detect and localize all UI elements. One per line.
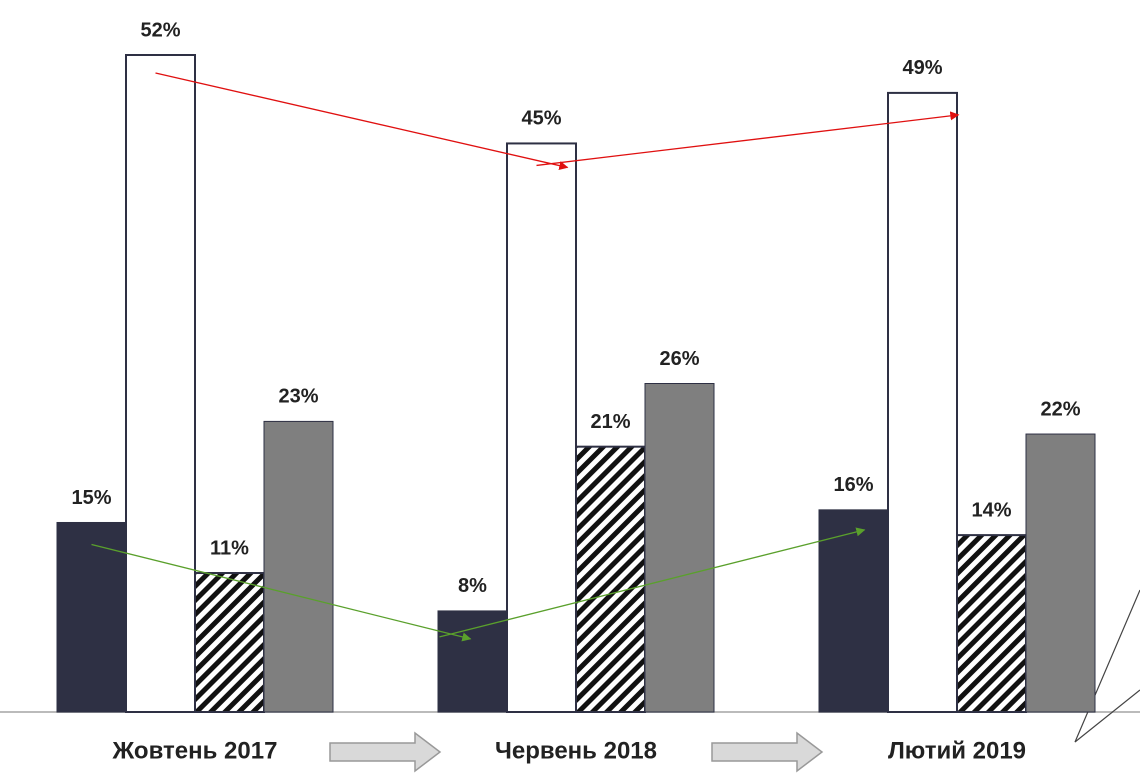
trend-arrow <box>91 543 472 642</box>
value-label: 22% <box>1040 398 1080 420</box>
category-label: Жовтень 2017 <box>112 737 278 764</box>
value-label: 23% <box>278 386 318 408</box>
bar <box>437 610 508 713</box>
block-arrow <box>329 731 824 773</box>
value-label: 49% <box>902 57 942 79</box>
bar <box>125 54 196 713</box>
bar <box>263 420 334 713</box>
value-label: 45% <box>521 108 561 130</box>
trend-arrow <box>536 111 960 167</box>
value-label: 16% <box>833 474 873 496</box>
bar <box>818 509 889 713</box>
value-label: 26% <box>659 348 699 370</box>
bar <box>956 534 1027 713</box>
category-label: Лютий 2019 <box>888 737 1026 764</box>
value-label: 15% <box>71 487 111 509</box>
bar <box>1025 433 1096 713</box>
value-label: 52% <box>140 19 180 41</box>
bar <box>575 445 646 713</box>
bar <box>644 383 715 713</box>
bar <box>194 572 265 713</box>
bar <box>887 91 958 713</box>
value-label: 14% <box>971 499 1011 521</box>
value-label: 21% <box>590 411 630 433</box>
value-label: 11% <box>210 537 249 559</box>
bar <box>56 521 127 713</box>
trend-arrow <box>439 527 866 638</box>
category-label: Червень 2018 <box>495 737 657 764</box>
callout <box>1074 589 1140 743</box>
trend-arrow <box>155 72 569 171</box>
bar <box>506 142 577 713</box>
value-label: 8% <box>458 575 487 597</box>
